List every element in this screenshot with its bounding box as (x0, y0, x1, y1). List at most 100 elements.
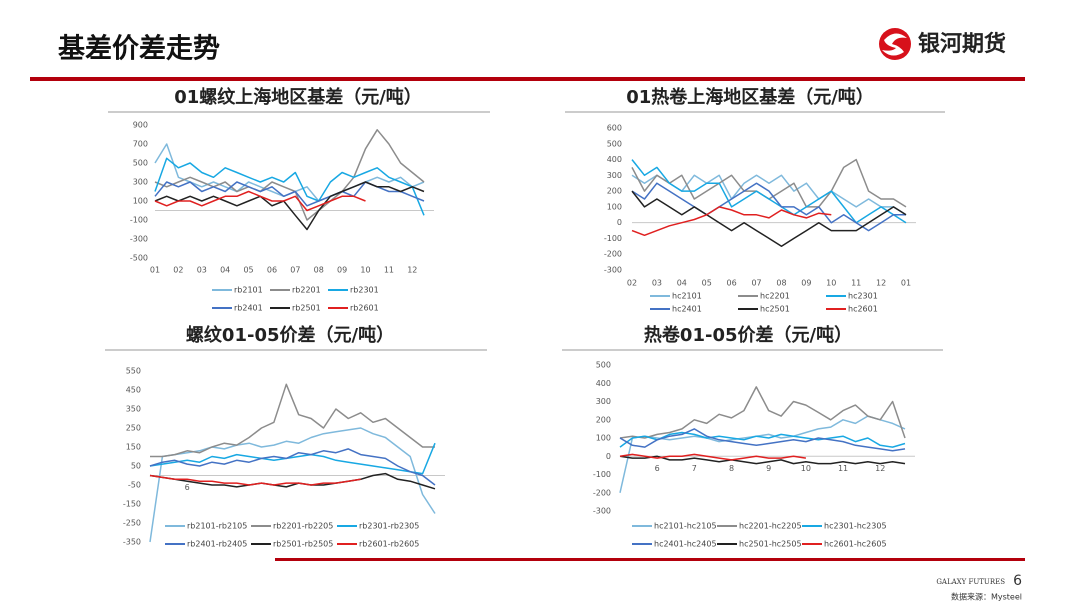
series-line (149, 448, 436, 486)
y-tick-label: 250 (126, 424, 141, 433)
chart-title: 螺纹01-05价差（元/吨） (186, 324, 394, 346)
legend-label: hc2101 (672, 292, 702, 301)
x-tick-label: 10 (360, 266, 370, 275)
y-tick-label: 500 (607, 139, 622, 148)
y-tick-label: 300 (596, 397, 611, 406)
y-tick-label: -300 (593, 507, 611, 516)
x-tick-label: 12 (407, 266, 417, 275)
series-line (631, 206, 832, 237)
x-tick-label: 05 (243, 266, 253, 275)
legend-label: rb2301 (350, 286, 379, 295)
brand: 银河期货 (918, 31, 1006, 57)
series-line (154, 190, 366, 212)
series-line (619, 415, 906, 493)
x-tick-label: 03 (652, 279, 662, 288)
y-tick-label: 150 (126, 443, 141, 452)
legend-label: rb2401-rb2405 (187, 540, 247, 549)
series-line (619, 386, 906, 439)
y-tick-label: -100 (130, 216, 148, 225)
x-tick-label: 07 (751, 279, 761, 288)
legend-label: rb2301-rb2305 (359, 522, 419, 531)
y-tick-label: -100 (593, 470, 611, 479)
y-tick-label: -250 (123, 519, 141, 528)
legend-label: hc2501-hc2505 (739, 540, 802, 549)
y-tick-label: -500 (130, 254, 148, 263)
y-tick-label: -200 (604, 250, 622, 259)
y-tick-label: 350 (126, 405, 141, 414)
x-tick-label: 11 (851, 279, 861, 288)
x-tick-label: 12 (876, 279, 886, 288)
x-tick-label: 01 (150, 266, 160, 275)
y-tick-label: 200 (607, 187, 622, 196)
source: 数据来源：Mysteel (951, 592, 1022, 602)
x-tick-label: 7 (692, 464, 697, 473)
x-tick-label: 06 (267, 266, 277, 275)
series-line (150, 383, 435, 458)
x-tick-label: 9 (766, 464, 771, 473)
x-tick-label: 05 (702, 279, 712, 288)
legend-label: rb2201-rb2205 (273, 522, 333, 531)
y-tick-label: 100 (596, 434, 611, 443)
x-tick-label: 08 (314, 266, 324, 275)
legend-label: hc2501 (760, 305, 790, 314)
chart-title: 01螺纹上海地区基差（元/吨） (174, 86, 422, 108)
legend-label: rb2101-rb2105 (187, 522, 247, 531)
logo-mark (882, 33, 907, 56)
series-line (619, 453, 807, 461)
x-tick-label: 04 (677, 279, 687, 288)
y-tick-label: -100 (604, 234, 622, 243)
series-line (619, 428, 906, 452)
series-line (631, 159, 907, 224)
x-tick-label: 04 (220, 266, 230, 275)
chart-title: 热卷01-05价差（元/吨） (644, 324, 852, 346)
x-tick-label: 08 (776, 279, 786, 288)
header-rule (30, 77, 1025, 81)
y-tick-label: 100 (133, 197, 148, 206)
x-tick-label: 6 (655, 464, 660, 473)
y-tick-label: 0 (606, 452, 611, 461)
y-tick-label: 300 (607, 171, 622, 180)
x-tick-label: 10 (801, 464, 811, 473)
legend-label: rb2501 (292, 304, 321, 313)
series-line (154, 181, 425, 231)
y-tick-label: 550 (126, 367, 141, 376)
legend-label: hc2601-hc2605 (824, 540, 887, 549)
legend-label: rb2101 (234, 286, 263, 295)
legend-label: hc2601 (848, 305, 878, 314)
x-tick-label: 02 (173, 266, 183, 275)
y-tick-label: 400 (596, 379, 611, 388)
x-tick-label: 6 (185, 483, 190, 492)
y-tick-label: 600 (607, 124, 622, 133)
x-tick-label: 03 (197, 266, 207, 275)
x-tick-label: 01 (901, 279, 911, 288)
series-line (619, 455, 906, 465)
x-tick-label: 12 (875, 464, 885, 473)
legend-label: rb2601 (350, 304, 379, 313)
legend-label: hc2401-hc2405 (654, 540, 717, 549)
footer-brand: GALAXY FUTURES (936, 578, 1005, 586)
y-tick-label: 500 (133, 159, 148, 168)
y-tick-label: 450 (126, 386, 141, 395)
series-line (154, 129, 425, 221)
y-tick-label: -300 (604, 266, 622, 275)
x-tick-label: 11 (384, 266, 394, 275)
x-tick-label: 11 (838, 464, 848, 473)
series-line (149, 442, 436, 475)
x-tick-label: 8 (729, 464, 734, 473)
y-tick-label: 50 (131, 462, 141, 471)
series-line (149, 427, 436, 543)
x-tick-label: 09 (801, 279, 811, 288)
y-tick-label: 700 (133, 140, 148, 149)
legend-label: rb2201 (292, 286, 321, 295)
series-line (631, 182, 906, 232)
y-tick-label: -150 (123, 500, 141, 509)
y-tick-label: 200 (596, 415, 611, 424)
y-tick-label: 300 (133, 178, 148, 187)
legend-label: rb2401 (234, 304, 263, 313)
logo (879, 28, 911, 60)
y-tick-label: 500 (596, 361, 611, 370)
chart-title: 01热卷上海地区基差（元/吨） (626, 86, 874, 108)
legend-label: hc2401 (672, 305, 702, 314)
page-number: 6 (1013, 573, 1022, 589)
